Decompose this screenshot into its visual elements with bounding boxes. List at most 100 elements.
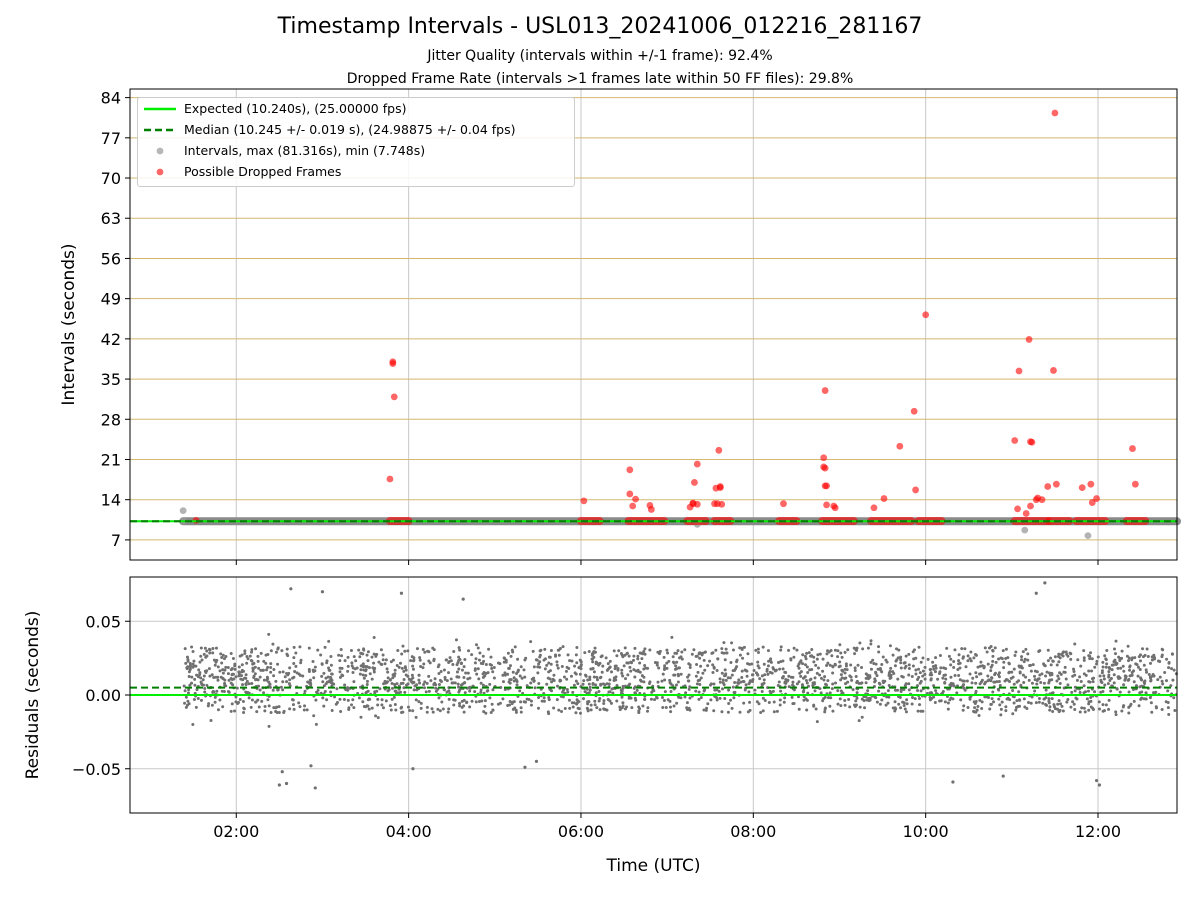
residual-point (571, 705, 575, 709)
residual-point (372, 661, 376, 665)
residual-point (679, 672, 683, 676)
residual-point (322, 684, 326, 688)
residual-point (853, 652, 857, 656)
residual-point (476, 667, 480, 671)
residual-point (490, 702, 494, 706)
residual-point (769, 660, 773, 664)
residual-point (1053, 655, 1057, 659)
residual-point (779, 648, 783, 652)
residual-point (523, 675, 527, 679)
residual-point (778, 667, 782, 671)
residual-point (631, 658, 635, 662)
residual-point (221, 653, 225, 657)
residual-point (712, 682, 716, 686)
residual-point (905, 702, 909, 706)
residual-point (991, 690, 995, 694)
residual-point (831, 671, 835, 675)
dropped-frame-point (896, 442, 904, 450)
residual-point (826, 679, 830, 683)
residual-point (460, 668, 464, 672)
residual-point (491, 708, 495, 712)
residual-point (616, 668, 620, 672)
residual-point (608, 690, 612, 694)
residual-point (869, 639, 873, 643)
residual-point (753, 688, 757, 692)
residual-point (724, 651, 728, 655)
residual-point (484, 711, 488, 715)
residual-point (763, 673, 767, 677)
residual-point (361, 673, 365, 677)
residual-point (874, 662, 878, 666)
residual-point (676, 680, 680, 684)
residual-point (683, 648, 687, 652)
residual-point (720, 647, 724, 651)
residual-point (946, 701, 950, 705)
residual-point (778, 703, 782, 707)
residual-point (1034, 701, 1038, 705)
residual-point (216, 708, 220, 712)
residual-point (728, 676, 732, 680)
residual-point (951, 697, 955, 701)
residual-point (458, 648, 462, 652)
residual-point (508, 664, 512, 668)
residual-point (889, 666, 893, 670)
residual-point (1172, 696, 1176, 700)
residual-point (860, 666, 864, 670)
residual-point (439, 680, 443, 684)
residual-point (229, 652, 233, 656)
residual-point (262, 678, 266, 682)
residual-point (395, 682, 399, 686)
residual-point (888, 644, 892, 648)
residual-point (896, 656, 900, 660)
residual-point (995, 680, 999, 684)
residual-point (540, 699, 544, 703)
residual-point (383, 662, 387, 666)
residual-point (903, 707, 907, 711)
residual-point (697, 652, 701, 656)
residual-point (351, 666, 355, 670)
residual-point (762, 662, 766, 666)
residual-point (473, 661, 477, 665)
residual-point (990, 676, 994, 680)
residual-point (614, 675, 618, 679)
residual-point (378, 687, 382, 691)
legend-swatch-intervals (156, 147, 164, 155)
residual-point (568, 706, 572, 710)
residual-point (670, 635, 674, 639)
dropped-frame-point (1088, 499, 1096, 506)
residual-point (522, 668, 526, 672)
x-tick-label: 06:00 (558, 822, 604, 841)
residual-point (372, 636, 376, 640)
residual-point (1142, 680, 1146, 684)
dropped-frame-point (821, 464, 829, 472)
residual-point (325, 698, 329, 702)
residual-point (579, 664, 583, 668)
residual-point (1139, 653, 1143, 657)
residual-point (1029, 669, 1033, 673)
residual-point (1112, 660, 1116, 664)
residual-point (588, 688, 592, 692)
residual-point (773, 669, 777, 673)
residual-point (755, 700, 759, 704)
residual-point (256, 698, 260, 702)
residual-point (885, 660, 889, 664)
residual-point (801, 690, 805, 694)
residual-point (1051, 709, 1055, 713)
residual-point (632, 668, 636, 672)
residual-point (365, 682, 369, 686)
dropped-frame-point (693, 460, 701, 468)
residual-point (330, 708, 334, 712)
residual-point (552, 706, 556, 710)
residual-point (411, 709, 415, 713)
residual-point (805, 665, 809, 669)
residual-point (457, 655, 461, 659)
residual-point (760, 674, 764, 678)
residual-point (1164, 700, 1168, 704)
residual-point (191, 662, 195, 666)
residual-point (382, 682, 386, 686)
residual-point (831, 709, 835, 713)
residual-point (475, 672, 479, 676)
residual-point (621, 684, 625, 688)
residual-point (687, 687, 691, 691)
residual-point (686, 679, 690, 683)
